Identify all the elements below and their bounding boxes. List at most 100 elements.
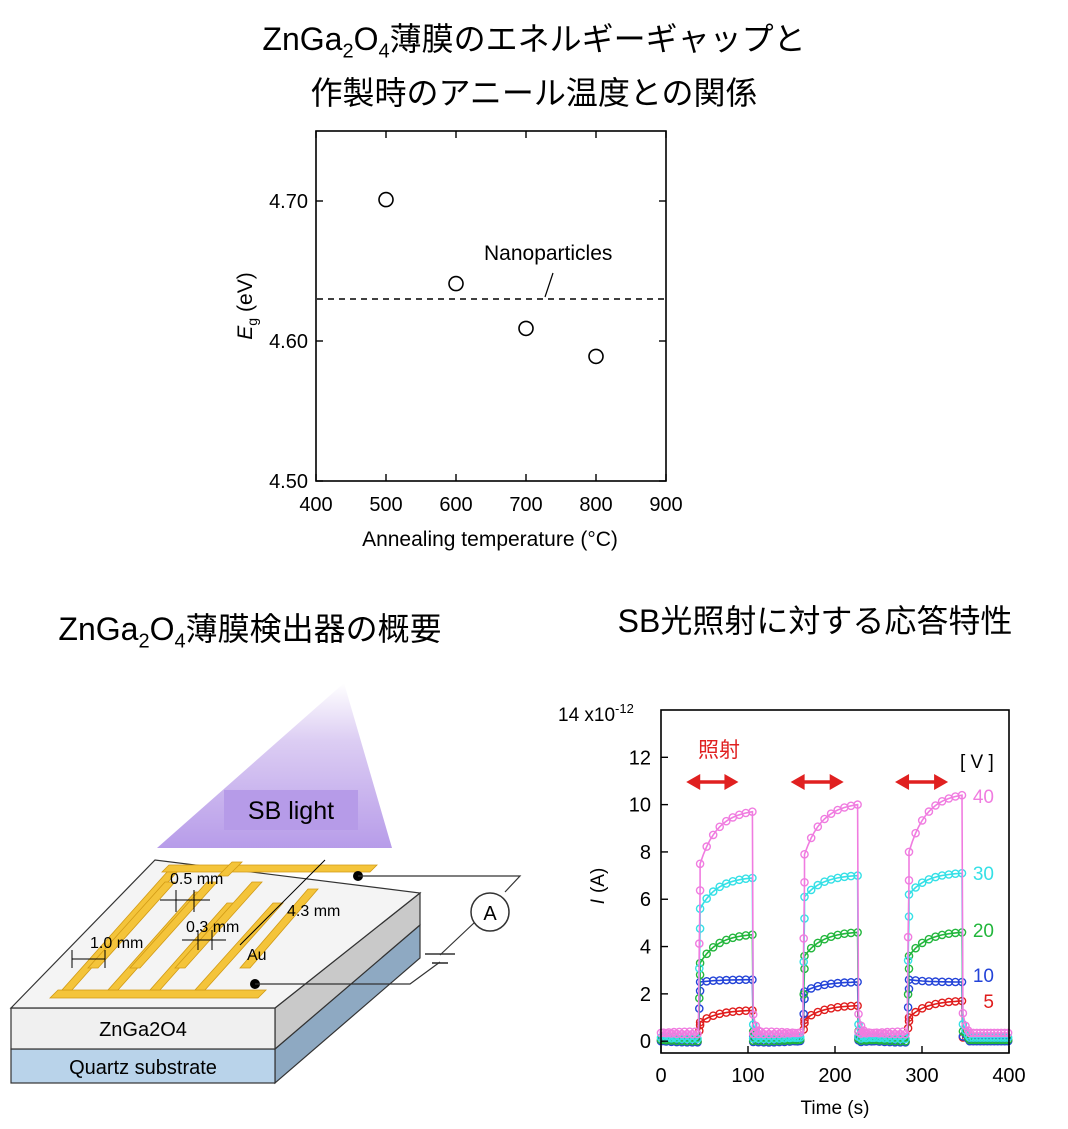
series-marker-5v	[904, 1013, 914, 1022]
electrode-label: Au	[247, 947, 267, 964]
bandgap-x-ticks: 400 500 600 700 800 900	[299, 131, 683, 516]
photoresponse-y-tick-label: 10	[629, 795, 651, 817]
bandgap-points	[378, 191, 604, 365]
sb-light-label: SB light	[248, 797, 334, 825]
photoresponse-x-tick-label: 0	[655, 1065, 666, 1087]
series-marker-40v	[695, 939, 704, 948]
legend-label-10v: 10	[973, 966, 994, 987]
series-marker-30v	[790, 1033, 800, 1042]
bandgap-x-tick-label: 600	[439, 494, 472, 516]
photoresponse-x-ticks: 0 100 200 300 400	[655, 1046, 1026, 1087]
photoresponse-y-ticks: 0 2 4 6 8 10 12	[629, 747, 668, 1053]
series-marker-40v	[702, 842, 712, 851]
series-marker-40v	[826, 809, 836, 819]
series-marker-40v	[963, 1026, 973, 1035]
series-marker-40v	[759, 1029, 769, 1039]
electrode-bus-back	[161, 864, 378, 873]
bandgap-y-symbol: E	[234, 325, 257, 340]
series-marker-40v	[904, 876, 914, 885]
series-marker-30v	[767, 1032, 776, 1041]
series-marker-40v	[813, 822, 823, 832]
response-title: SB光照射に対する応答特性	[617, 603, 1013, 639]
irradiation-arrows	[686, 774, 949, 790]
series-marker-5v	[800, 1015, 809, 1025]
svg-text:I(A): I(A)	[588, 868, 609, 905]
series-marker-30v	[685, 1032, 695, 1041]
series-marker-40v	[680, 1027, 689, 1037]
bandgap-x-tick-label: 700	[509, 494, 542, 516]
series-marker-40v	[957, 790, 967, 800]
bandgap-y-axis-title: Eg (eV)	[234, 272, 260, 340]
legend-label-5v: 5	[983, 992, 994, 1013]
film-label: ZnGa2O4	[99, 1019, 187, 1041]
photoresponse-y-tick-label: 0	[640, 1031, 651, 1053]
series-marker-40v	[931, 801, 940, 810]
photoresponse-y-axis-title: I(A)	[588, 868, 609, 905]
electrode-finger-5	[217, 861, 243, 877]
figure-title-line1: ZnGa2O4薄膜のエネルギーギャップと	[262, 21, 806, 63]
series-marker-40v	[677, 1029, 687, 1039]
irradiation-arrow-head-left	[790, 774, 805, 790]
substrate-label: Quartz substrate	[69, 1057, 217, 1079]
series-marker-30v	[901, 1034, 910, 1044]
series-marker-40v	[904, 847, 914, 857]
series-marker-30v	[917, 878, 927, 888]
photoresponse-x-axis-title: Time (s)	[801, 1098, 870, 1119]
bandgap-x-axis-title: Annealing temperature (°C)	[362, 528, 618, 551]
series-marker-30v	[911, 883, 920, 892]
series-marker-30v	[896, 1034, 905, 1044]
legend-label-30v: 30	[973, 864, 994, 885]
series-marker-40v	[867, 1028, 876, 1038]
series-marker-40v	[682, 1029, 692, 1039]
bandgap-point	[518, 320, 534, 337]
ammeter-label: A	[483, 903, 497, 925]
bandgap-y-tick-label: 4.70	[269, 191, 308, 213]
photoresponse-x-tick-label: 300	[905, 1065, 938, 1087]
figure-title: ZnGa2O4薄膜のエネルギーギャップと 作製時のアニール温度との関係	[0, 18, 1068, 114]
bandgap-y-tick-label: 4.50	[269, 471, 308, 493]
series-marker-40v	[911, 828, 920, 838]
series-marker-30v	[795, 1033, 805, 1042]
bandgap-x-tick-label: 900	[649, 494, 682, 516]
photoresponse-x-tick-label: 200	[818, 1065, 851, 1087]
nanoparticles-reference: Nanoparticles	[317, 242, 665, 300]
dimension-marks	[71, 859, 326, 968]
bandgap-y-unit: (eV)	[234, 272, 257, 312]
dim-43-label: 4.3 mm	[287, 903, 340, 920]
series-marker-40v	[693, 1029, 702, 1039]
irradiation-arrow-head-left	[895, 774, 910, 790]
series-marker-20v	[813, 938, 823, 948]
series-marker-40v	[722, 816, 731, 826]
electrode-finger-4	[194, 902, 284, 991]
electrode-bus-front	[49, 989, 267, 999]
au-electrodes	[49, 861, 378, 999]
electrode-finger-9	[239, 888, 319, 969]
irradiation-arrow-head-right	[934, 774, 949, 790]
series-marker-40v	[853, 800, 862, 809]
dim-10-label: 1.0 mm	[90, 935, 143, 952]
bandgap-point	[448, 275, 464, 292]
substrate-front	[10, 1048, 276, 1084]
series-line-10v	[660, 978, 1009, 1044]
series-marker-5v	[911, 1007, 920, 1017]
series-marker-5v	[904, 1016, 914, 1026]
circuit-wire-top	[358, 875, 522, 893]
sb-light-label-bg	[224, 790, 358, 830]
irradiation-arrow-head-right	[829, 774, 844, 790]
photoresponse-x-tick-label: 400	[992, 1065, 1025, 1087]
series-marker-40v	[893, 1027, 902, 1036]
series-marker-40v	[896, 1029, 905, 1039]
photoresponse-chart: 0 100 200 300 400 0 2 4 6 8 10 12 照射 [ V ] 40 30 20 1…	[558, 701, 1026, 1119]
bandgap-point	[588, 348, 604, 365]
electrode-finger-8	[87, 881, 176, 969]
series-marker-40v	[756, 1027, 766, 1037]
series-marker-40v	[690, 1027, 700, 1037]
bandgap-y-tick-label: 4.60	[269, 331, 308, 353]
film-front	[10, 1007, 276, 1050]
series-marker-40v	[708, 830, 718, 840]
series-marker-30v	[762, 1032, 771, 1041]
series-marker-20v	[911, 943, 920, 953]
irradiation-arrow-head-right	[724, 774, 739, 790]
series-marker-30v	[759, 1034, 769, 1044]
bandgap-y-ticks: 4.50 4.60 4.70	[269, 191, 666, 493]
